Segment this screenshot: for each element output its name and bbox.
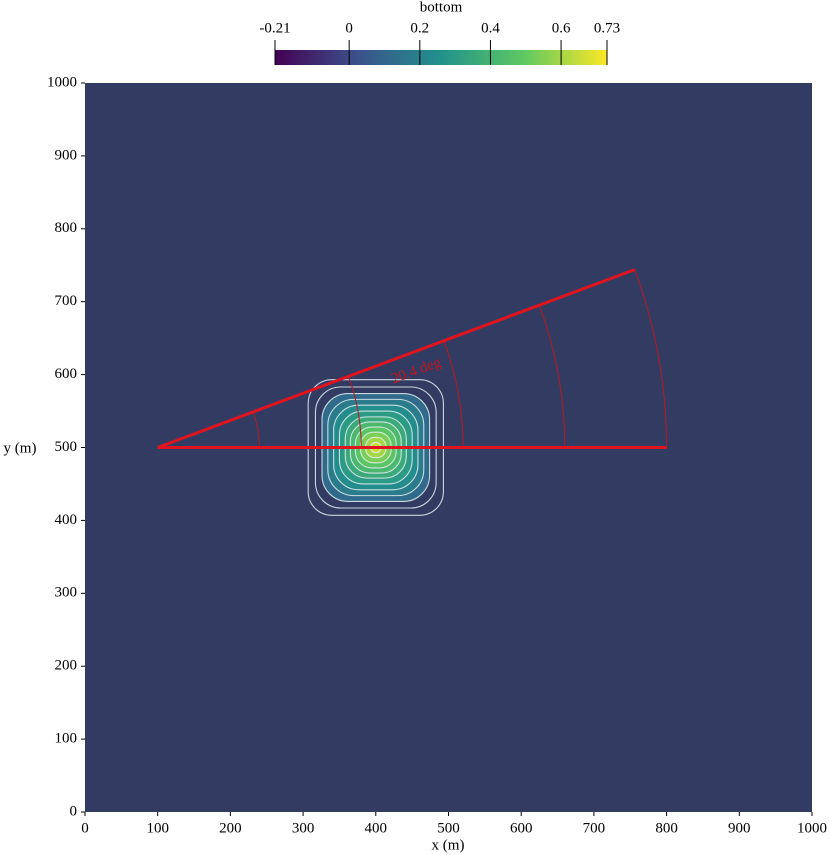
colorbar-tick-label: 0.6 xyxy=(552,20,571,36)
x-tick-label: 300 xyxy=(292,820,315,836)
y-tick-label: 200 xyxy=(55,658,78,674)
x-tick-label: 900 xyxy=(728,820,751,836)
y-tick-label: 1000 xyxy=(47,74,77,90)
y-axis-label: y (m) xyxy=(4,440,37,456)
protractor-arc xyxy=(634,269,668,448)
x-tick-label: 700 xyxy=(583,820,606,836)
y-tick-label: 900 xyxy=(55,147,78,163)
y-tick-label: 500 xyxy=(55,439,78,455)
y-tick-label: 600 xyxy=(55,366,78,382)
x-tick-label: 600 xyxy=(510,820,533,836)
protractor-arc xyxy=(348,376,362,448)
colorbar xyxy=(275,50,607,65)
y-tick-label: 700 xyxy=(55,293,78,309)
x-tick-label: 0 xyxy=(81,820,89,836)
x-tick-label: 400 xyxy=(365,820,388,836)
y-tick-label: 400 xyxy=(55,512,78,528)
x-tick-label: 800 xyxy=(655,820,678,836)
y-tick-label: 800 xyxy=(55,220,78,236)
x-tick-label: 200 xyxy=(219,820,242,836)
colorbar-tick-label: 0.2 xyxy=(410,20,429,36)
plot-area: 20.4 deg xyxy=(157,268,668,516)
x-tick-label: 1000 xyxy=(797,820,827,836)
protractor-ray xyxy=(157,268,636,449)
protractor-arc xyxy=(443,340,464,448)
colorbar-title: bottom xyxy=(420,0,463,15)
protractor-arc xyxy=(538,305,566,448)
y-tick-label: 300 xyxy=(55,585,78,601)
colorbar-tick-label: -0.21 xyxy=(259,20,290,36)
x-axis-label: x (m) xyxy=(432,837,465,853)
x-tick-label: 500 xyxy=(437,820,460,836)
colorbar-tick-label: 0 xyxy=(345,20,353,36)
colorbar-tick-label: 0.4 xyxy=(481,20,500,36)
y-tick-label: 0 xyxy=(70,803,78,819)
y-tick-label: 100 xyxy=(55,731,78,747)
x-tick-label: 100 xyxy=(146,820,169,836)
colorbar-tick-label: 0.73 xyxy=(594,20,620,36)
